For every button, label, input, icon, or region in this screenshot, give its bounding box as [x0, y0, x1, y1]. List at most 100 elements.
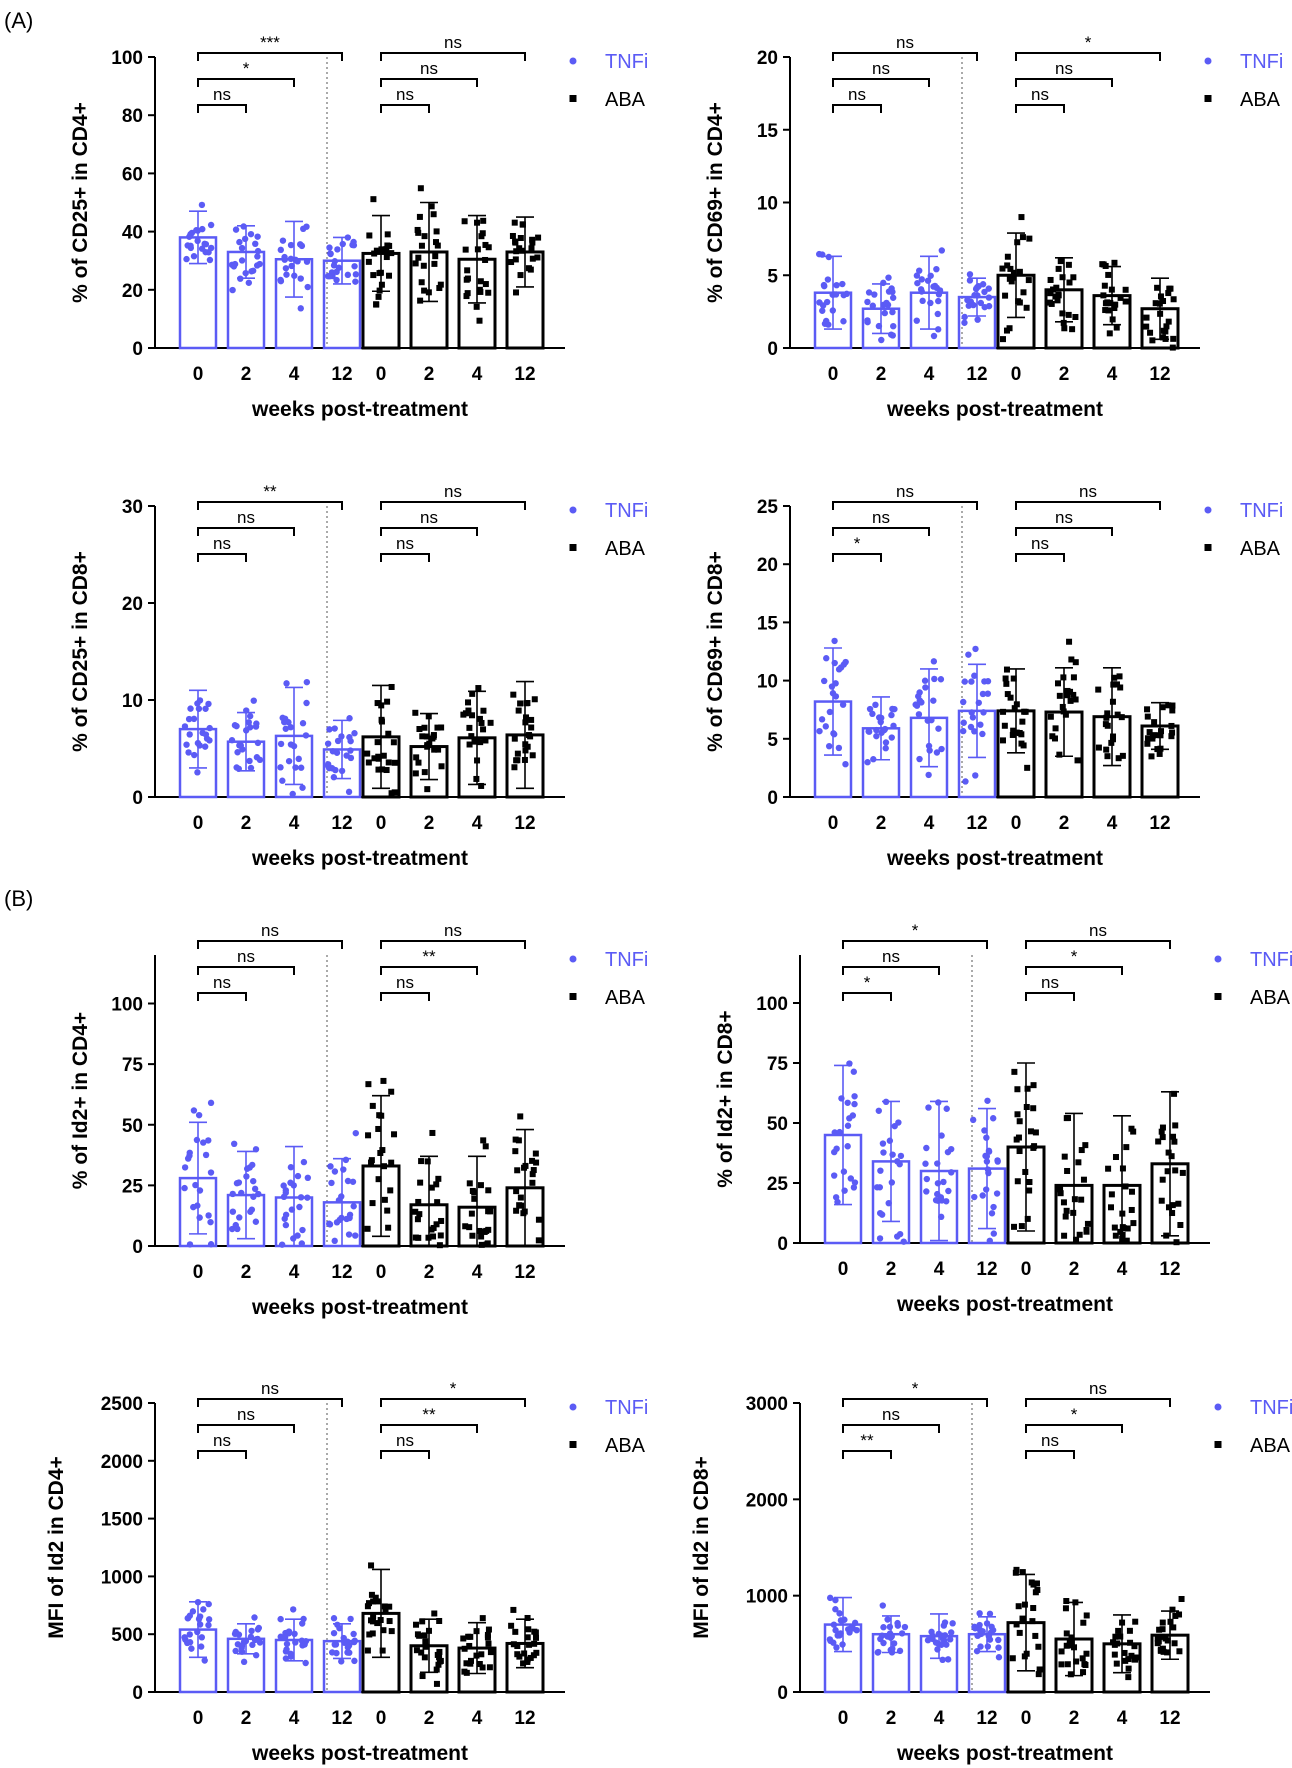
data-point	[282, 1211, 290, 1218]
section-label-a: (A)	[4, 8, 33, 33]
data-point	[277, 740, 285, 748]
data-point	[973, 1647, 981, 1655]
data-point	[241, 235, 249, 243]
data-point	[840, 291, 847, 299]
data-point	[1110, 1639, 1117, 1646]
data-point	[1014, 1178, 1021, 1185]
data-point	[866, 705, 874, 713]
data-point	[890, 322, 897, 330]
data-point	[842, 761, 849, 768]
data-point	[476, 1227, 483, 1234]
data-point	[1167, 285, 1174, 292]
data-point	[835, 744, 843, 752]
y-tick-label: 30	[122, 497, 143, 518]
data-point	[231, 722, 239, 729]
data-point	[927, 299, 934, 307]
data-point	[1014, 1086, 1021, 1093]
data-point	[1169, 729, 1176, 736]
data-point	[413, 1647, 420, 1654]
data-point	[1064, 687, 1071, 694]
data-point	[365, 1600, 372, 1607]
section-label-b: (B)	[4, 886, 33, 911]
data-point	[416, 213, 423, 220]
data-point	[186, 1612, 194, 1619]
data-point	[1112, 1232, 1119, 1239]
data-point	[1052, 725, 1059, 732]
data-point	[352, 271, 360, 278]
data-point	[865, 728, 873, 735]
data-point	[298, 1240, 306, 1247]
x-tick-label: 12	[1149, 813, 1170, 834]
data-point	[1144, 713, 1151, 720]
data-point	[374, 739, 381, 746]
data-point	[380, 1077, 387, 1084]
data-point	[516, 245, 523, 252]
data-point	[529, 236, 536, 243]
data-point	[1171, 1640, 1178, 1647]
data-point	[869, 302, 877, 309]
data-point	[437, 1232, 444, 1239]
y-tick-label: 1500	[101, 1510, 143, 1531]
data-point	[282, 1187, 290, 1194]
data-point	[303, 223, 310, 230]
data-point	[933, 265, 940, 273]
data-point	[514, 1643, 521, 1650]
data-point	[1102, 721, 1109, 728]
data-point	[415, 254, 422, 261]
data-point	[1100, 292, 1107, 299]
y-axis-label: % of CD69+ in CD4+	[704, 102, 727, 303]
data-point	[982, 1186, 990, 1193]
data-point	[183, 741, 190, 748]
legend-label-tnfi: TNFi	[605, 1397, 648, 1419]
data-point	[412, 709, 419, 716]
data-point	[1165, 290, 1172, 297]
data-point	[1104, 300, 1111, 307]
data-point	[436, 1654, 443, 1661]
data-point	[1119, 752, 1126, 759]
data-point	[1169, 1202, 1176, 1209]
data-point	[365, 258, 372, 265]
x-tick-label: 2	[1069, 1708, 1080, 1729]
data-point	[202, 1151, 210, 1159]
data-point	[433, 1181, 440, 1188]
data-point	[890, 1640, 898, 1647]
data-point	[960, 727, 967, 735]
legend-label-aba: ABA	[605, 1435, 646, 1457]
y-tick-label: 100	[111, 48, 143, 69]
data-point	[253, 262, 261, 269]
legend-marker-tnfi	[1204, 57, 1212, 65]
data-point	[517, 272, 524, 279]
data-point	[844, 1143, 851, 1150]
significance-label: ns	[396, 85, 414, 104]
data-point	[900, 1238, 907, 1245]
data-point	[974, 1632, 981, 1639]
data-point	[1164, 1168, 1171, 1175]
data-point	[475, 685, 482, 692]
y-tick-label: 5	[767, 730, 778, 751]
data-point	[517, 1194, 524, 1201]
significance-bracket	[380, 501, 526, 510]
data-point	[246, 757, 253, 765]
data-point	[924, 1637, 932, 1644]
x-tick-label: 0	[376, 364, 387, 385]
significance-label: ns	[396, 973, 414, 992]
data-point	[254, 253, 261, 260]
data-point	[434, 724, 441, 731]
data-point	[201, 743, 209, 750]
data-point	[296, 1203, 303, 1211]
data-point	[979, 730, 986, 738]
data-point	[477, 1182, 484, 1189]
data-point	[285, 1628, 293, 1635]
data-point	[1132, 1618, 1139, 1625]
data-point	[388, 683, 395, 690]
data-point	[381, 1196, 388, 1203]
data-point	[1149, 735, 1156, 742]
data-point	[960, 698, 967, 706]
data-point	[421, 287, 428, 294]
data-point	[1023, 304, 1030, 311]
x-tick-label: 4	[289, 813, 300, 834]
data-point	[881, 309, 888, 317]
data-point	[525, 1626, 532, 1633]
data-point	[438, 724, 445, 731]
data-point	[508, 1622, 515, 1629]
